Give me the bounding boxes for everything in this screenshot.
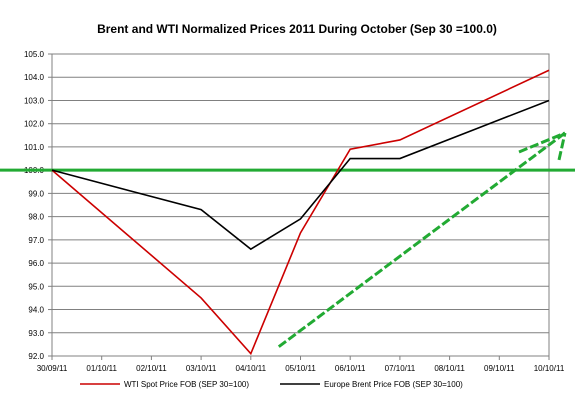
x-tick-label-7: 07/10/11 — [385, 364, 416, 373]
y-tick-label-4: 96.0 — [28, 259, 44, 268]
legend-label-1: Europe Brent Price FOB (SEP 30=100) — [324, 380, 463, 389]
series-line-1 — [51, 99, 550, 251]
y-tick-label-11: 103.0 — [24, 96, 45, 105]
x-tick-label-0: 30/09/11 — [37, 364, 68, 373]
trend-arrow-head-left — [518, 131, 566, 154]
annotations — [0, 131, 575, 348]
x-tick-label-10: 10/10/11 — [534, 364, 565, 373]
y-tick-label-12: 104.0 — [24, 73, 45, 82]
y-tick-label-5: 97.0 — [28, 236, 44, 245]
legend-label-0: WTI Spot Price FOB (SEP 30=100) — [124, 380, 249, 389]
x-tick-label-1: 01/10/11 — [86, 364, 117, 373]
x-tick-label-5: 05/10/11 — [285, 364, 316, 373]
x-tick-label-6: 06/10/11 — [335, 364, 366, 373]
y-tick-label-3: 95.0 — [28, 282, 44, 291]
y-tick-label-1: 93.0 — [28, 329, 44, 338]
trend-arrow-head-right — [557, 132, 567, 161]
x-tick-label-4: 04/10/11 — [236, 364, 267, 373]
x-tick-label-8: 08/10/11 — [434, 364, 465, 373]
series-line-0 — [51, 69, 550, 356]
x-tick-label-2: 02/10/11 — [136, 364, 167, 373]
legend: WTI Spot Price FOB (SEP 30=100) Europe Br… — [80, 380, 463, 389]
y-tick-label-2: 94.0 — [28, 306, 44, 315]
x-tick-label-9: 09/10/11 — [484, 364, 515, 373]
series-layer — [51, 69, 550, 356]
y-tick-label-9: 101.0 — [24, 143, 45, 152]
x-axis: 30/09/11 01/10/11 02/10/11 03/10/11 04/10/11… — [37, 356, 565, 373]
y-tick-label-7: 99.0 — [28, 189, 44, 198]
y-tick-label-0: 92.0 — [28, 352, 44, 361]
y-tick-label-6: 98.0 — [28, 213, 44, 222]
y-tick-label-10: 102.0 — [24, 120, 45, 129]
y-tick-label-13: 105.0 — [24, 50, 45, 59]
chart-title: Brent and WTI Normalized Prices 2011 Dur… — [97, 22, 497, 36]
x-tick-label-3: 03/10/11 — [186, 364, 217, 373]
